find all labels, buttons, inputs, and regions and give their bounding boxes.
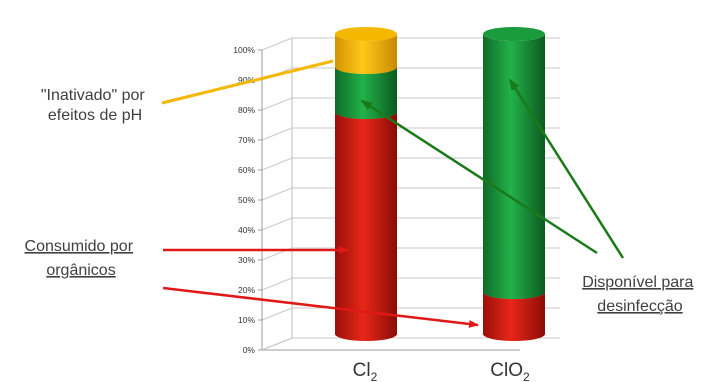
- y-axis: 0% 10% 20% 30% 40% 50% 60% 70% 80% 90% 100%: [233, 45, 263, 355]
- bar-segment-consumed: [335, 112, 397, 341]
- gridline: [261, 337, 293, 351]
- bar-segment-top: [335, 27, 397, 41]
- bar-segment-inactivated: [335, 34, 397, 74]
- annotation-available-arrow: [508, 78, 625, 259]
- gridline: [261, 307, 293, 321]
- gridline: [261, 97, 293, 111]
- annotation-consumed-arrow: [162, 286, 479, 328]
- bar-segment-available: [483, 34, 545, 299]
- bar-stack: [483, 27, 545, 341]
- y-tick-label: 60%: [238, 165, 255, 175]
- gridline: [261, 37, 293, 51]
- gridline: [261, 157, 293, 171]
- gridline: [261, 127, 293, 141]
- gridline: [261, 217, 293, 231]
- y-tick-label: 10%: [238, 315, 255, 325]
- bar-segment-consumed: [483, 292, 545, 341]
- y-tick-label: 30%: [238, 255, 255, 265]
- y-tick-label: 40%: [238, 225, 255, 235]
- annotation-consumed: Consumido por orgânicos: [25, 238, 138, 279]
- y-tick-label: 90%: [238, 75, 255, 85]
- y-tick-label: 50%: [238, 195, 255, 205]
- annotation-inactivated: "Inativado" por efeitos de pH: [41, 87, 149, 124]
- bar-stack: [335, 27, 397, 341]
- bar-segment-available: [335, 67, 397, 119]
- gridline: [261, 277, 293, 291]
- bar-segment-top: [483, 27, 545, 41]
- y-tick-label: 70%: [238, 135, 255, 145]
- y-tick-label: 20%: [238, 285, 255, 295]
- category-label: ClO2: [490, 360, 530, 382]
- category-label: Cl2: [353, 360, 378, 382]
- annotation-available: Disponível para desinfecção: [582, 274, 698, 315]
- bars: [335, 27, 545, 341]
- annotation-inactivated-line: [161, 59, 334, 105]
- gridline: [261, 187, 293, 201]
- y-tick-label: 100%: [233, 45, 255, 55]
- annotation-available-arrow: [360, 99, 598, 255]
- y-tick-label: 0%: [243, 345, 256, 355]
- y-tick-label: 80%: [238, 105, 255, 115]
